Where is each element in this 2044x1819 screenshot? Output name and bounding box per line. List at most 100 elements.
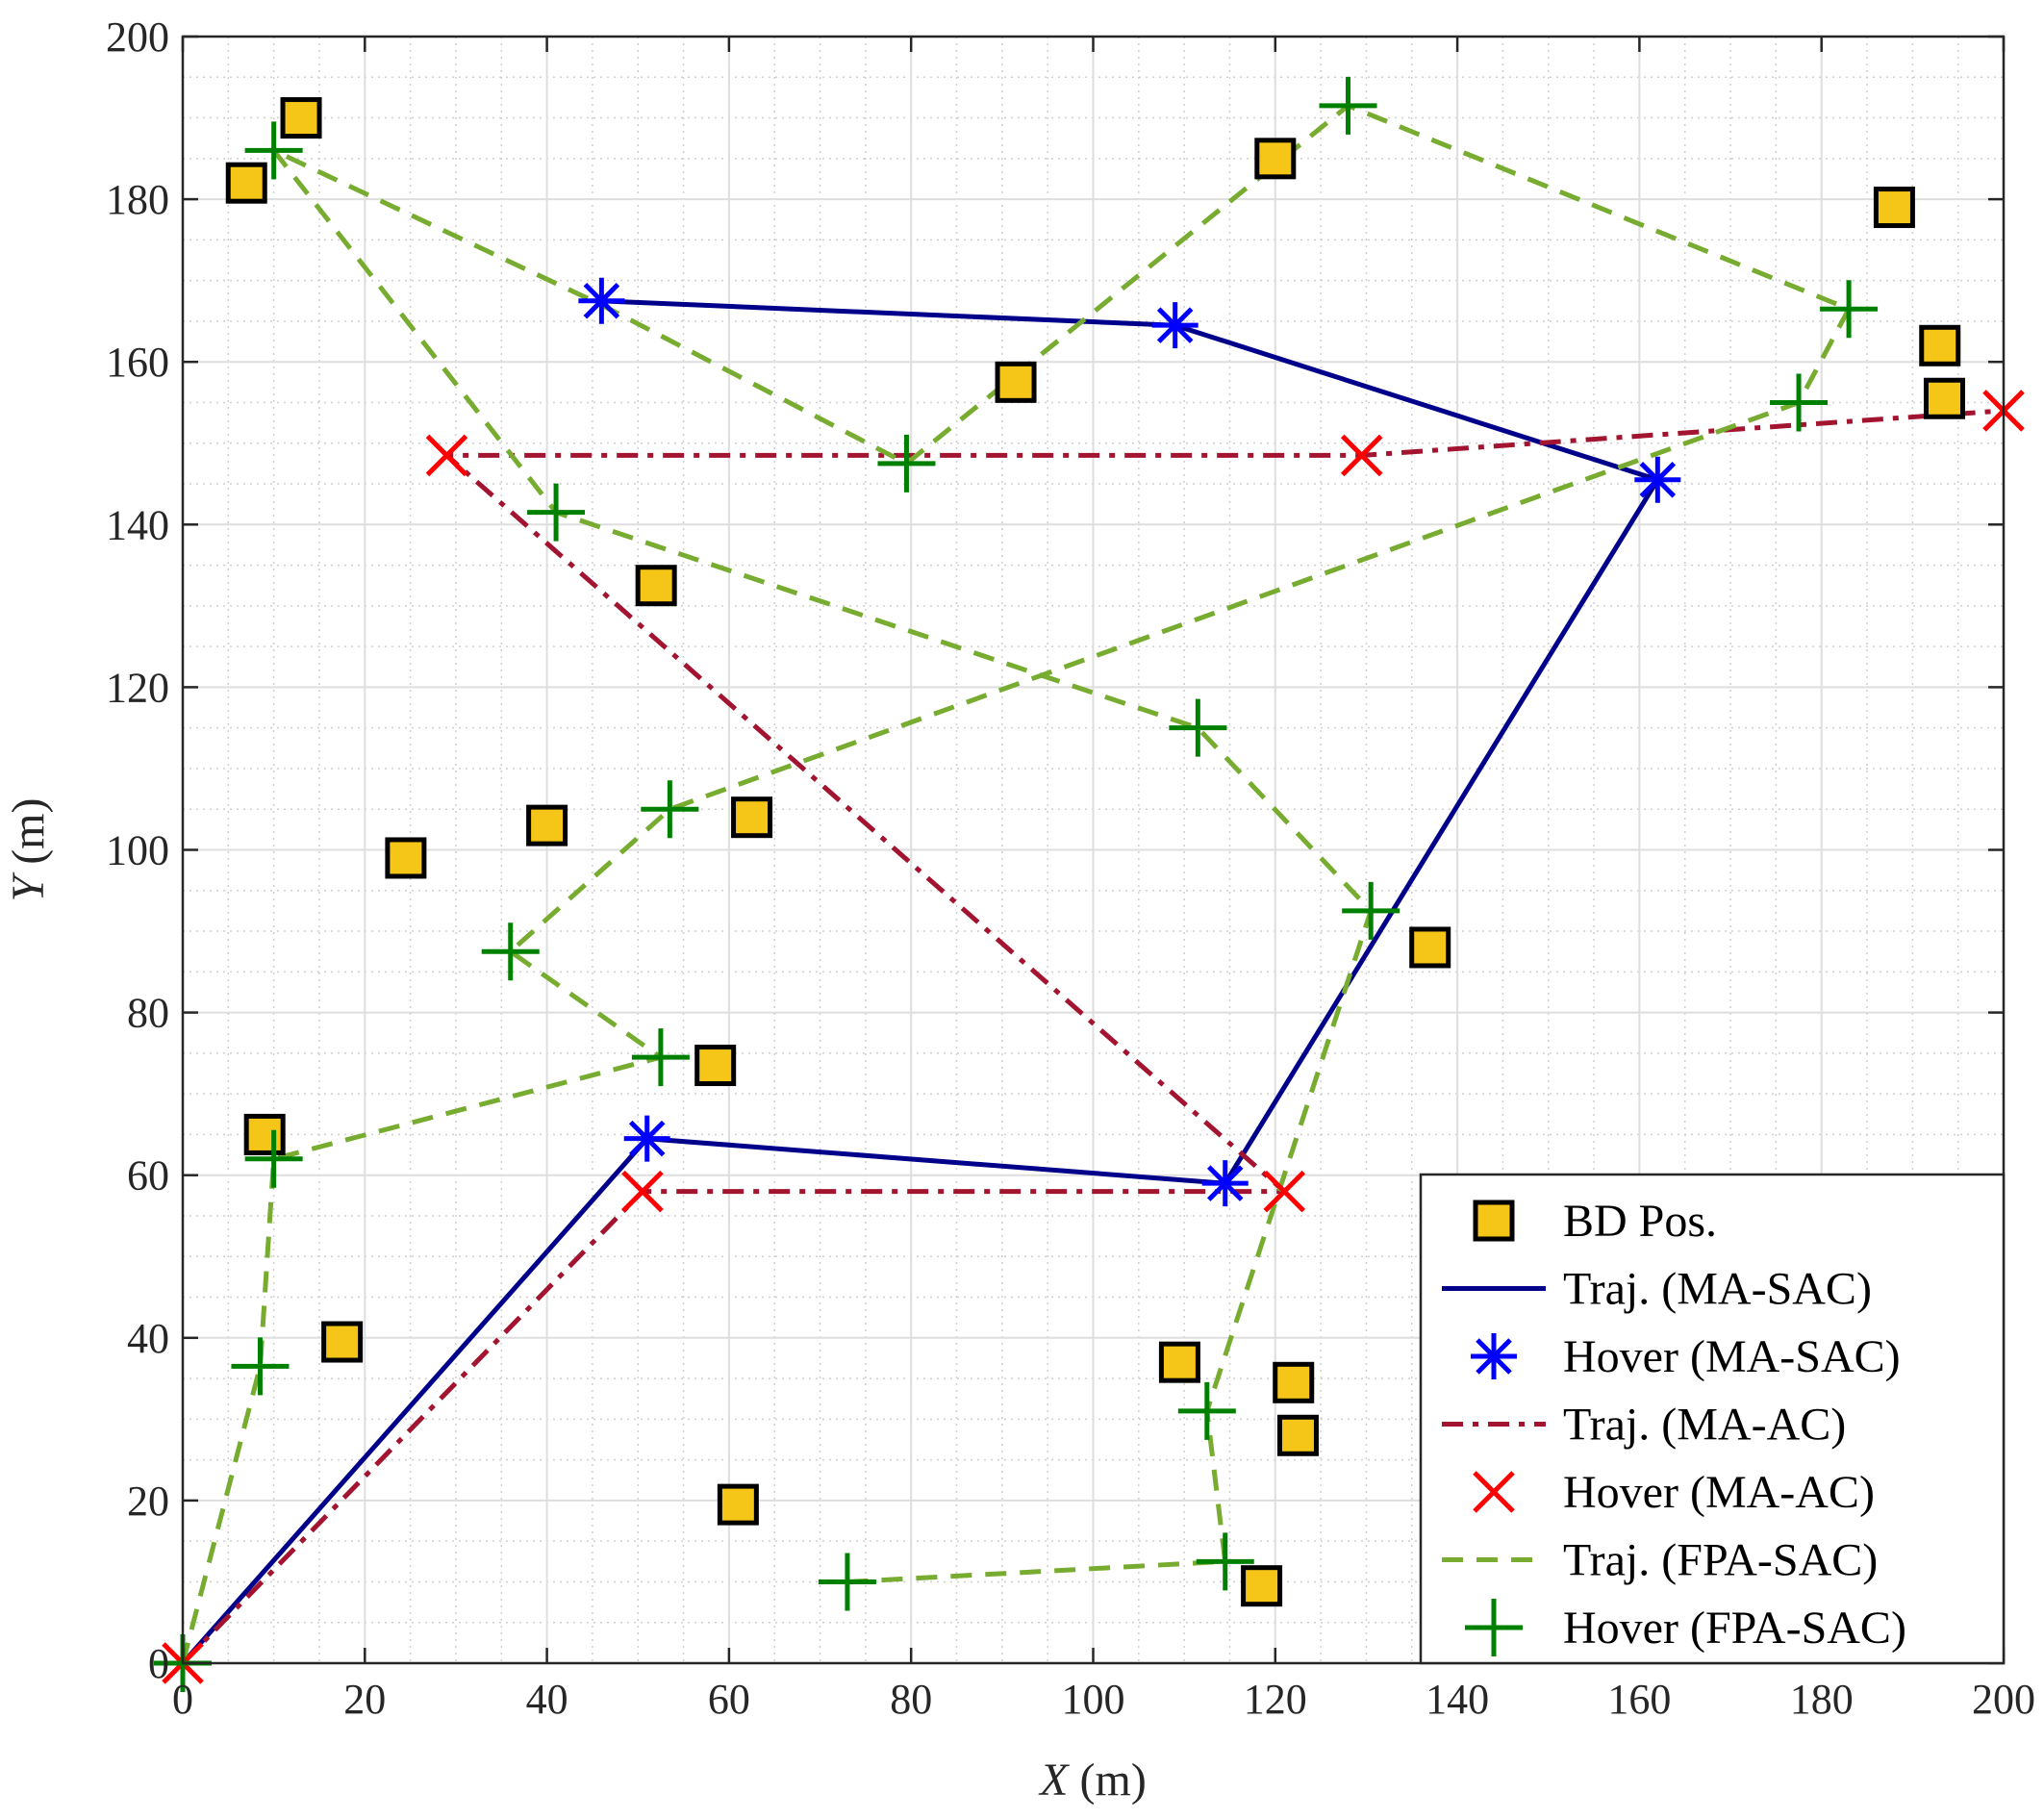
legend-marker-swatch	[1473, 1471, 1515, 1513]
data-point-bd-pos-	[243, 1113, 286, 1155]
x-marker-b	[1263, 1170, 1306, 1213]
y-tick-label: 140	[106, 501, 169, 548]
data-point-hover-fpa-sac-	[1169, 698, 1227, 757]
data-point-hover-fpa-sac-	[244, 1129, 303, 1188]
x-tick-label: 200	[1972, 1676, 2035, 1723]
x-tick-label: 100	[1062, 1676, 1125, 1723]
data-point-hover-fpa-sac-	[1820, 280, 1879, 339]
legend-marker-swatch	[1473, 1200, 1515, 1242]
x-tick-label: 180	[1790, 1676, 1854, 1723]
data-point-hover-fpa-sac-	[1319, 76, 1377, 135]
square-marker-icon	[385, 837, 427, 879]
data-point-hover-ma-sac-	[578, 277, 625, 324]
legend-item: Traj. (FPA-SAC)	[1442, 1535, 1878, 1586]
data-point-hover-fpa-sac-	[818, 1553, 876, 1611]
square-marker-icon	[1273, 1361, 1315, 1403]
y-tick-label: 180	[106, 176, 169, 223]
x-axis-unit: (m)	[1069, 1755, 1147, 1806]
legend-marker-swatch	[1471, 1333, 1517, 1379]
square-marker-icon	[1276, 1414, 1319, 1456]
square-marker-icon	[1241, 1565, 1283, 1607]
x-tick-label: 20	[343, 1676, 386, 1723]
square-marker-icon	[1923, 377, 1965, 419]
y-tick-label: 0	[148, 1640, 169, 1687]
plot-area: 0 20 40 60 80 100 120 140 160 180 200 0 20 40 60 80 100 1…	[3, 13, 2035, 1806]
asterisk-marker-d2	[628, 1120, 666, 1157]
data-point-hover-ma-sac-	[1634, 456, 1681, 503]
data-point-bd-pos-	[694, 1045, 737, 1087]
legend-item: BD Pos.	[1473, 1196, 1717, 1247]
data-point-bd-pos-	[1873, 187, 1915, 229]
x-tick-label: 40	[526, 1676, 568, 1723]
data-point-hover-fpa-sac-	[631, 1028, 690, 1087]
legend-label: Hover (FPA-SAC)	[1563, 1603, 1906, 1654]
square-marker-icon	[1158, 1341, 1200, 1383]
data-point-hover-ma-ac-	[1263, 1170, 1306, 1213]
legend-box	[1419, 1173, 2006, 1665]
data-point-bd-pos-	[526, 804, 568, 846]
x-tick-label: 60	[708, 1676, 750, 1723]
data-point-bd-pos-	[1254, 138, 1297, 180]
y-axis-var: Y	[3, 872, 54, 902]
data-point-hover-fpa-sac-	[244, 121, 303, 180]
data-point-hover-fpa-sac-	[641, 780, 699, 839]
legend-label: Traj. (MA-AC)	[1563, 1400, 1846, 1451]
data-point-bd-pos-	[1923, 377, 1965, 419]
y-tick-label: 20	[127, 1478, 169, 1525]
data-point-hover-fpa-sac-	[1342, 881, 1401, 940]
data-point-hover-ma-ac-	[621, 1170, 664, 1213]
data-point-hover-ma-sac-	[1151, 302, 1199, 349]
square-marker-icon	[280, 97, 322, 139]
data-point-hover-fpa-sac-	[231, 1337, 290, 1396]
x-marker-b	[1340, 434, 1383, 477]
square-marker-icon	[1919, 324, 1961, 366]
data-point-hover-fpa-sac-	[877, 434, 936, 493]
asterisk-marker-d2	[1476, 1338, 1512, 1375]
x-marker-b	[1473, 1471, 1515, 1513]
x-tick-label: 160	[1607, 1676, 1671, 1723]
square-marker-icon	[243, 1113, 286, 1155]
square-marker-icon	[225, 162, 267, 204]
data-point-bd-pos-	[635, 565, 677, 607]
asterisk-marker-d2	[1156, 307, 1194, 343]
square-marker-icon	[1473, 1200, 1515, 1242]
legend-label: Hover (MA-SAC)	[1563, 1331, 1901, 1382]
y-axis-unit: (m)	[3, 797, 54, 875]
data-point-hover-ma-sac-	[623, 1115, 670, 1162]
y-tick-label: 100	[106, 827, 169, 874]
series-line-traj-ma-ac-	[181, 408, 2005, 1665]
legend-label: Hover (MA-AC)	[1563, 1467, 1875, 1518]
asterisk-marker-d2	[1206, 1165, 1244, 1201]
square-marker-icon	[1409, 926, 1451, 969]
y-tick-label: 80	[127, 990, 169, 1037]
legend: BD Pos. Traj. (MA-SAC) Hover (MA-SAC) Traj.…	[1419, 1173, 2006, 1665]
legend-item: Hover (MA-SAC)	[1471, 1331, 1901, 1382]
legend-item: Hover (FPA-SAC)	[1465, 1599, 1906, 1656]
data-point-bd-pos-	[280, 97, 322, 139]
series-line-traj-fpa-sac-	[180, 103, 1852, 1664]
x-tick-label: 0	[172, 1676, 193, 1723]
data-point-hover-ma-sac-	[1201, 1160, 1249, 1207]
data-point-bd-pos-	[731, 796, 773, 839]
y-tick-label: 60	[127, 1152, 169, 1200]
data-point-bd-pos-	[225, 162, 267, 204]
x-tick-label: 120	[1244, 1676, 1307, 1723]
x-tick-label: 140	[1426, 1676, 1489, 1723]
data-point-bd-pos-	[1158, 1341, 1200, 1383]
x-tick-label: 80	[890, 1676, 932, 1723]
legend-item: Traj. (MA-SAC)	[1442, 1264, 1872, 1315]
data-point-hover-fpa-sac-	[481, 922, 540, 981]
data-point-bd-pos-	[1919, 324, 1961, 366]
data-point-bd-pos-	[321, 1321, 364, 1363]
legend-label: BD Pos.	[1563, 1196, 1717, 1247]
data-point-bd-pos-	[1276, 1414, 1319, 1456]
square-marker-icon	[321, 1321, 364, 1363]
square-marker-icon	[694, 1045, 737, 1087]
y-tick-label: 120	[106, 664, 169, 711]
data-point-bd-pos-	[1241, 1565, 1283, 1607]
y-tick-label: 40	[127, 1315, 169, 1362]
x-axis-title: X (m)	[1038, 1755, 1147, 1806]
data-point-bd-pos-	[1409, 926, 1451, 969]
data-point-hover-ma-ac-	[1340, 434, 1383, 477]
